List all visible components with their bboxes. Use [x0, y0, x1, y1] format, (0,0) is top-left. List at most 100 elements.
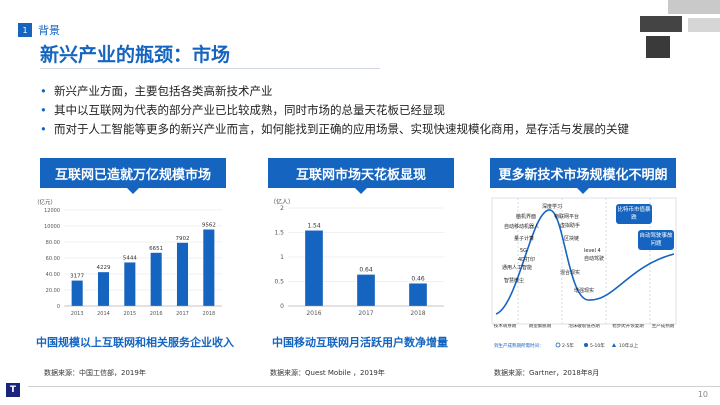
caption-market-size: 中国规模以上互联网和相关服务企业收入	[36, 336, 234, 349]
page-title: 新兴产业的瓶颈：市场	[40, 44, 231, 66]
phase-label: 期望膨胀期	[528, 324, 552, 329]
y-tick-label: 0	[280, 303, 284, 310]
phase-label: 稳步爬升恢复期	[612, 324, 644, 329]
panel-header-new-tech: 更多新技术市场规模化不明朗	[490, 158, 676, 194]
tech-label: 区块链	[564, 235, 579, 242]
bullet-list: • 新兴产业方面，主要包括各类高新技术产业 • 其中以互联网为代表的部分产业已比较成…	[40, 82, 700, 139]
bar	[176, 242, 189, 306]
data-label: 6651	[149, 246, 163, 252]
company-logo	[630, 0, 720, 62]
x-tick-label: 2014	[97, 311, 110, 317]
y-axis-unit: （亿人）	[270, 198, 294, 206]
bullet-item: • 新兴产业方面，主要包括各类高新技术产业	[40, 82, 700, 101]
source-note: 数据来源：Quest Mobile ，2019年	[270, 369, 385, 377]
y-tick-label: 0	[57, 304, 60, 310]
tech-label: 物联网平台	[554, 213, 579, 220]
callout-autodrive	[638, 230, 674, 250]
tech-label: level 4	[584, 248, 601, 254]
bar	[409, 283, 427, 306]
phase-label: 泡沫破裂低谷期	[568, 324, 600, 329]
bullet-item: • 而对于人工智能等更多的新兴产业而言，如何能找到正确的应用场景、实现快速规模化商…	[40, 120, 700, 139]
tech-label: 自动移动机器人	[504, 223, 539, 230]
data-label: 0.64	[359, 267, 373, 274]
x-tick-label: 2018	[410, 310, 425, 317]
tech-label: 通用人工智能	[502, 264, 532, 271]
tech-label: 深度学习	[542, 203, 562, 210]
footer-divider	[28, 386, 720, 387]
legend-item: 5-10年	[590, 342, 605, 349]
data-label: 0.46	[411, 275, 425, 282]
y-tick-label: 10000	[44, 224, 60, 230]
callout-bitcoin-text: 比特币市值暴跌	[617, 207, 651, 221]
phase-label: 生产成熟期	[651, 324, 675, 329]
bar	[203, 229, 215, 306]
x-tick-label: 2018	[202, 311, 215, 317]
y-tick-label: 1.5	[274, 230, 284, 237]
footer-logo: T	[6, 383, 20, 397]
bullet-dot-icon: •	[40, 103, 47, 117]
tech-label: 智慧微尘	[504, 277, 524, 284]
tech-label: 自动驾驶	[584, 255, 604, 262]
bar	[305, 230, 323, 306]
bullet-dot-icon: •	[40, 122, 47, 136]
y-axis-unit: （亿元）	[34, 198, 56, 206]
chart-mau-growth: （亿人） 0 0.5 1 1.5 2 1.54 2016 0.64 2017 0.46 2018	[270, 198, 444, 317]
tech-label: 增强现实	[574, 287, 594, 294]
section-number: 1	[18, 23, 32, 37]
bullet-item: • 其中以互联网为代表的部分产业已比较成熟，同时市场的总量天花板已经显现	[40, 101, 700, 120]
y-tick-label: 40.00	[46, 272, 60, 278]
y-tick-label: 1	[280, 254, 284, 261]
data-label: 7902	[176, 236, 190, 242]
bar	[124, 262, 136, 306]
tech-label: 脑机界面	[516, 213, 536, 220]
bar	[357, 274, 375, 306]
y-tick-label: 20.00	[46, 288, 60, 294]
data-label: 5444	[123, 255, 137, 261]
bar	[150, 252, 162, 306]
legend-dot-icon	[584, 343, 588, 347]
phase-label-row: 技术萌芽期 期望膨胀期 泡沫破裂低谷期 稳步爬升恢复期 生产成熟期	[492, 324, 676, 330]
hype-cycle-diagram: 深度学习 脑机界面 物联网平台 自动移动机器人 虚拟助手 量子计算 区块链 5G…	[491, 197, 677, 349]
hype-curve	[495, 209, 675, 315]
tech-label: 混合现实	[560, 269, 580, 276]
legend-circle-icon	[555, 342, 561, 348]
x-tick-label: 2013	[71, 311, 84, 317]
tech-label: 4D打印	[518, 256, 535, 263]
tech-label: 5G	[520, 248, 527, 254]
bar	[71, 280, 83, 306]
y-tick-label: 12000	[44, 208, 60, 214]
tech-label: 量子计算	[514, 235, 534, 242]
phase-label: 技术萌芽期	[493, 324, 517, 329]
legend-item: 2-5年	[562, 342, 574, 349]
section-label: 背景	[38, 24, 60, 37]
legend-item: 10年以上	[619, 342, 639, 349]
bullet-dot-icon: •	[40, 84, 47, 98]
data-label: 9562	[202, 223, 216, 229]
data-label: 4229	[97, 265, 111, 271]
y-tick-label: 2	[280, 205, 284, 212]
title-divider	[40, 68, 380, 69]
caption-ceiling: 中国移动互联网月活跃用户数净增量	[272, 336, 448, 349]
x-tick-label: 2015	[123, 311, 136, 317]
source-note: 数据来源：Gartner，2018年8月	[494, 369, 600, 377]
y-tick-label: 0.5	[274, 279, 284, 286]
page-number: 10	[697, 390, 708, 399]
panel-header-ceiling: 互联网市场天花板显现	[268, 158, 454, 194]
callout-bitcoin	[616, 204, 652, 224]
legend-title: 到生产成熟期所需时间：	[494, 342, 544, 349]
callout-autodrive-text: 自动驾驶事故问题	[639, 233, 673, 247]
x-tick-label: 2017	[176, 311, 189, 317]
y-tick-label: 80.00	[46, 240, 60, 246]
chart-internet-revenue: （亿元） 0 20.00 40.00 60.00 80.00 10000 12000 3177 2…	[34, 198, 222, 317]
data-label: 1.54	[307, 223, 321, 230]
legend-triangle-icon	[612, 343, 616, 347]
y-tick-label: 60.00	[46, 256, 60, 262]
x-tick-label: 2017	[358, 310, 373, 317]
bar	[97, 272, 110, 306]
x-tick-label: 2016	[306, 310, 321, 317]
data-label: 3177	[70, 274, 84, 280]
section-tag: 1 背景	[18, 22, 60, 38]
source-note: 数据来源：中国工信部，2019年	[44, 369, 146, 377]
x-tick-label: 2016	[150, 311, 163, 317]
tech-label: 虚拟助手	[560, 222, 580, 229]
